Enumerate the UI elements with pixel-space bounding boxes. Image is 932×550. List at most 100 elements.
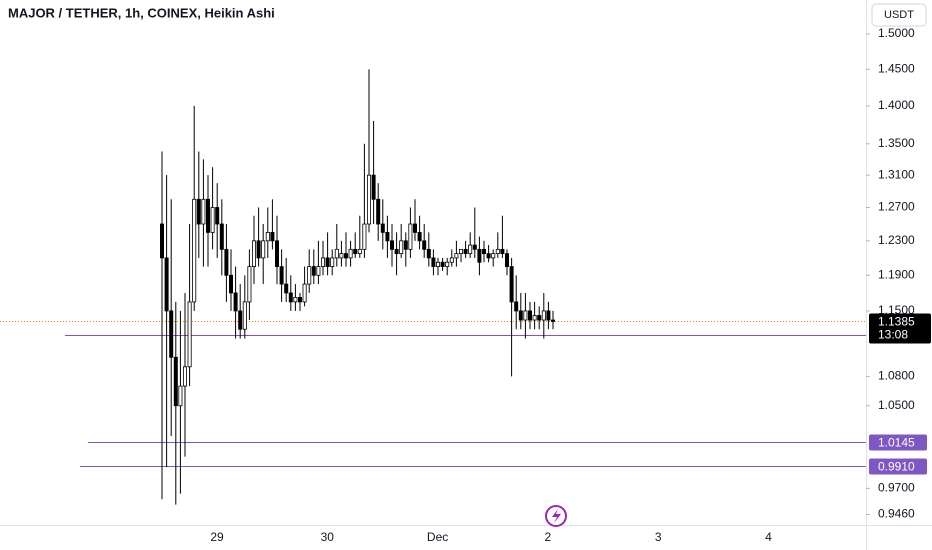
candle-body bbox=[532, 315, 537, 321]
candle bbox=[412, 199, 417, 241]
y-tick-label: 1.3500 bbox=[878, 136, 915, 150]
logo-ring bbox=[545, 505, 567, 527]
candle-body bbox=[426, 248, 431, 259]
candle bbox=[348, 240, 353, 267]
candle bbox=[518, 292, 523, 330]
candle-body bbox=[242, 301, 247, 330]
candle-body bbox=[339, 253, 344, 259]
candle bbox=[261, 224, 266, 285]
candle bbox=[339, 240, 344, 267]
candle bbox=[362, 143, 367, 258]
candle bbox=[265, 207, 270, 258]
candle bbox=[408, 207, 413, 258]
candle-body bbox=[435, 261, 440, 267]
candle-body bbox=[491, 253, 496, 259]
candle bbox=[353, 232, 358, 258]
candle-body bbox=[445, 261, 450, 267]
candle-body bbox=[196, 198, 201, 225]
candle-body bbox=[302, 283, 307, 303]
candle-body bbox=[546, 310, 551, 321]
chart-title: MAJOR / TETHER, 1h, COINEX, Heikin Ashi bbox=[8, 5, 275, 20]
candle bbox=[173, 301, 178, 505]
candle-body bbox=[316, 266, 321, 276]
candle-body bbox=[219, 223, 224, 250]
candle bbox=[366, 69, 371, 233]
y-tick-label: 0.9700 bbox=[878, 481, 915, 495]
candle bbox=[233, 266, 238, 339]
logo-bolt bbox=[552, 509, 561, 523]
candle bbox=[196, 151, 201, 258]
x-tick-label: 3 bbox=[655, 530, 662, 544]
candle bbox=[164, 175, 169, 468]
candle-body bbox=[449, 257, 454, 263]
candle bbox=[330, 249, 335, 276]
candle bbox=[528, 301, 533, 330]
candle bbox=[491, 249, 496, 267]
candle bbox=[509, 257, 514, 377]
candle bbox=[417, 215, 422, 250]
candle bbox=[532, 301, 537, 330]
candle-body bbox=[224, 248, 229, 276]
candle bbox=[247, 249, 252, 321]
y-tick-label: 1.2700 bbox=[878, 200, 915, 214]
candle bbox=[486, 245, 491, 263]
y-tick-label: 1.4000 bbox=[878, 98, 915, 112]
candle-body bbox=[399, 240, 404, 255]
candle bbox=[357, 215, 362, 258]
candle-body bbox=[440, 261, 445, 267]
candle-body bbox=[518, 310, 523, 321]
candle bbox=[399, 224, 404, 258]
candle-body bbox=[279, 266, 284, 285]
candle bbox=[210, 167, 215, 250]
candle bbox=[284, 257, 289, 302]
x-tick-label: 29 bbox=[210, 530, 224, 544]
candle-body bbox=[343, 253, 348, 259]
candle bbox=[495, 232, 500, 258]
candle-body bbox=[353, 248, 358, 255]
candle-body bbox=[261, 240, 266, 259]
price-line-label: 0.9910 bbox=[878, 460, 915, 474]
x-tick-label: Dec bbox=[427, 530, 448, 544]
candle-body bbox=[169, 310, 174, 358]
candle-body bbox=[201, 198, 206, 225]
y-tick-label: 1.3100 bbox=[878, 167, 915, 181]
candle-body bbox=[293, 297, 298, 303]
candle-body bbox=[210, 207, 215, 233]
candle bbox=[270, 199, 275, 250]
candle bbox=[334, 224, 339, 267]
candle bbox=[205, 175, 210, 267]
candle-body bbox=[454, 253, 459, 259]
candle-body bbox=[228, 274, 233, 294]
candle bbox=[325, 232, 330, 276]
candle-body bbox=[523, 310, 528, 321]
candle bbox=[320, 240, 325, 276]
candle-body bbox=[159, 223, 164, 259]
candle-body bbox=[477, 248, 482, 263]
candle bbox=[523, 292, 528, 339]
candle-body bbox=[486, 253, 491, 259]
candle bbox=[477, 236, 482, 276]
candle bbox=[454, 240, 459, 267]
y-tick-label: 1.4500 bbox=[878, 61, 915, 75]
candle-body bbox=[297, 297, 302, 303]
candle-body bbox=[394, 248, 399, 255]
candle bbox=[472, 207, 477, 258]
y-tick-label: 1.0800 bbox=[878, 369, 915, 383]
candle bbox=[431, 249, 436, 276]
candle-body bbox=[215, 207, 220, 225]
candle-body bbox=[233, 292, 238, 312]
candle bbox=[504, 249, 509, 276]
candle bbox=[169, 199, 174, 436]
candle-body bbox=[284, 283, 289, 294]
currency-label[interactable]: USDT bbox=[884, 9, 914, 21]
y-tick-label: 1.1900 bbox=[878, 267, 915, 281]
candle-body bbox=[537, 315, 542, 321]
y-tick-label: 1.5000 bbox=[878, 26, 915, 40]
currency-button[interactable] bbox=[871, 3, 927, 27]
candle bbox=[500, 215, 505, 258]
candle-body bbox=[288, 292, 293, 303]
price-line-tag bbox=[869, 458, 927, 475]
